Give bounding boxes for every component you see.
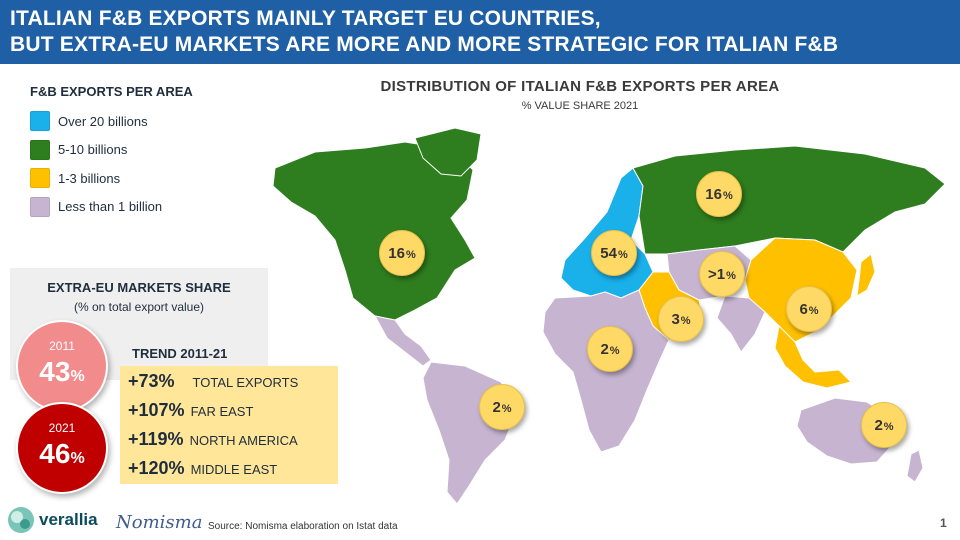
legend-label: 5-10 billions <box>58 142 128 158</box>
page-number: 1 <box>940 516 947 530</box>
legend-title: F&B EXPORTS PER AREA <box>30 84 193 99</box>
trend-label: TOTAL EXPORTS <box>192 375 299 390</box>
trend-row: +120% MIDDLE EAST <box>128 458 338 487</box>
trend-value: +73% <box>128 371 175 391</box>
badge-unit: % <box>617 248 628 261</box>
legend-swatch-blue <box>30 111 50 132</box>
region-new-zealand <box>906 449 924 483</box>
badge-value: 2 <box>874 416 883 434</box>
badge-value: 2 <box>600 340 609 358</box>
legend-item-less-1: Less than 1 billion <box>30 193 193 222</box>
world-map <box>272 127 946 505</box>
legend-label: Over 20 billions <box>58 113 148 129</box>
legend-item-1-3: 1-3 billions <box>30 164 193 193</box>
region-greenland <box>414 127 482 177</box>
badge-unit: % <box>883 420 894 433</box>
trend-value: +119% <box>128 429 184 449</box>
legend-item-over-20: Over 20 billions <box>30 107 193 136</box>
header-line-1: ITALIAN F&B EXPORTS MAINLY TARGET EU COU… <box>10 7 601 30</box>
badge-russia: 16% <box>696 171 742 217</box>
share-year: 2011 <box>49 339 75 353</box>
trend-panel: +73% TOTAL EXPORTS +107% FAR EAST +119% … <box>120 366 338 484</box>
extra-eu-title: EXTRA-EU MARKETS SHARE <box>47 280 231 295</box>
legend-swatch-lilac <box>30 196 50 217</box>
nomisma-logo: Nomisma <box>116 512 203 533</box>
badge-value: 2 <box>492 398 501 416</box>
badge-value: >1 <box>708 265 726 283</box>
trend-row: +119% NORTH AMERICA <box>128 429 338 458</box>
source-note: Source: Nomisma elaboration on Istat dat… <box>208 521 398 532</box>
verallia-mark-icon <box>8 507 34 533</box>
legend-label: 1-3 billions <box>58 170 121 186</box>
badge-east-asia: 6% <box>786 286 832 332</box>
legend-swatch-yellow <box>30 168 50 189</box>
badge-value: 6 <box>799 300 808 318</box>
slide-header: ITALIAN F&B EXPORTS MAINLY TARGET EU COU… <box>0 0 960 64</box>
badge-value: 54 <box>600 244 617 262</box>
region-south-asia <box>716 295 766 353</box>
badge-central-asia: >1% <box>699 251 745 297</box>
badge-value: 16 <box>388 244 405 262</box>
trend-title: TREND 2011-21 <box>132 346 228 361</box>
map-title: DISTRIBUTION OF ITALIAN F&B EXPORTS PER … <box>380 78 780 95</box>
badge-value: 3 <box>671 310 680 328</box>
trend-label: NORTH AMERICA <box>189 433 298 448</box>
trend-label: MIDDLE EAST <box>190 462 278 477</box>
badge-south-america: 2% <box>479 384 525 430</box>
badge-unit: % <box>726 269 736 282</box>
badge-unit: % <box>501 402 512 415</box>
region-southeast-asia <box>774 324 852 389</box>
badge-unit: % <box>808 304 819 317</box>
legend-swatch-green <box>30 139 50 160</box>
share-2011-circle: 2011 43% <box>16 320 108 412</box>
badge-unit: % <box>609 344 620 357</box>
badge-north-america: 16% <box>379 230 425 276</box>
badge-unit: % <box>405 248 416 261</box>
header-line-2: BUT EXTRA-EU MARKETS ARE MORE AND MORE S… <box>10 33 839 56</box>
legend: F&B EXPORTS PER AREA Over 20 billions 5-… <box>30 84 193 221</box>
trend-label: FAR EAST <box>190 404 254 419</box>
trend-row: +73% TOTAL EXPORTS <box>128 371 338 400</box>
share-value: 43 <box>39 356 71 387</box>
badge-eu: 54% <box>591 230 637 276</box>
region-russia <box>632 145 946 255</box>
badge-middle-east: 3% <box>658 296 704 342</box>
extra-eu-subtitle: (% on total export value) <box>73 300 205 314</box>
legend-label: Less than 1 billion <box>58 199 163 215</box>
region-japan <box>856 253 876 297</box>
trend-value: +120% <box>128 458 185 478</box>
verallia-logo: verallia <box>6 504 98 536</box>
trend-row: +107% FAR EAST <box>128 400 338 429</box>
share-value: 46 <box>39 438 71 469</box>
share-unit: % <box>70 450 85 467</box>
badge-oceania: 2% <box>861 402 907 448</box>
region-central-america <box>374 315 432 367</box>
verallia-logo-text: verallia <box>39 510 98 529</box>
map-subtitle: % VALUE SHARE 2021 <box>521 100 639 112</box>
trend-value: +107% <box>128 400 185 420</box>
badge-africa: 2% <box>587 326 633 372</box>
legend-item-5-10: 5-10 billions <box>30 136 193 165</box>
share-2021-circle: 2021 46% <box>16 402 108 494</box>
share-unit: % <box>70 368 85 385</box>
share-year: 2021 <box>48 421 76 435</box>
badge-unit: % <box>722 189 733 202</box>
badge-unit: % <box>680 314 691 327</box>
badge-value: 16 <box>705 185 722 203</box>
